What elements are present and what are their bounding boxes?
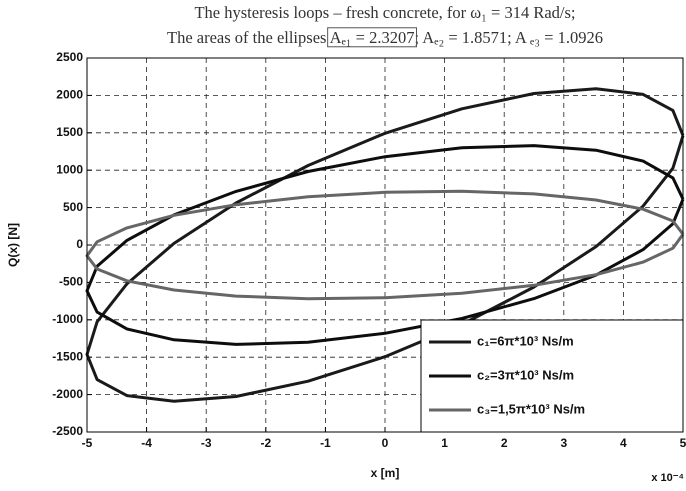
chart-subtitle: The areas of the ellipses Aₑ₁ = 2.3207; …	[167, 28, 603, 47]
legend-label: c₁=6π*10³ Ns/m	[477, 333, 574, 348]
x-tick-label: 3	[560, 436, 567, 450]
x-axis-label: x [m]	[371, 466, 400, 480]
subtitle-part: ; Aₑ₂ = 1.8571; A ₑ₃ = 1.0926	[415, 28, 603, 47]
y-tick-label: 1000	[56, 162, 83, 176]
subtitle-part: Aₑ₁ = 2.3207	[330, 28, 415, 47]
y-tick-label: 2500	[56, 50, 83, 64]
y-tick-label: -1000	[52, 312, 83, 326]
x-tick-label: 1	[441, 436, 448, 450]
subtitle-box	[327, 27, 418, 48]
y-tick-label: -1500	[52, 349, 83, 363]
x-tick-label: -4	[141, 436, 152, 450]
y-tick-label: 500	[63, 200, 83, 214]
subtitle-part: The areas of the ellipses	[167, 28, 330, 47]
y-tick-label: 2000	[56, 88, 83, 102]
y-tick-label: -2000	[52, 387, 83, 401]
x-tick-label: -2	[260, 436, 271, 450]
x-tick-label: 0	[382, 436, 389, 450]
legend-label: c₃=1,5π*10³ Ns/m	[477, 401, 585, 416]
y-tick-label: 1500	[56, 125, 83, 139]
legend: c₁=6π*10³ Ns/m c₂=3π*10³ Ns/m c₃=1,5π*10³ …	[420, 319, 684, 433]
legend-label: c₂=3π*10³ Ns/m	[477, 367, 574, 382]
x-tick-label: -1	[320, 436, 331, 450]
x-tick-label: -3	[201, 436, 212, 450]
y-axis-label: Q(x) [N]	[6, 223, 20, 267]
x-tick-label: 4	[620, 436, 627, 450]
x-multiplier: x 10⁻⁴	[651, 472, 684, 484]
y-tick-label: -2500	[52, 424, 83, 438]
y-tick-label: 0	[76, 237, 83, 251]
x-tick-label: 5	[680, 436, 686, 450]
y-tick-label: -500	[59, 275, 83, 289]
chart-title: The hysteresis loops – fresh concrete, f…	[194, 3, 575, 22]
x-tick-label: 2	[501, 436, 508, 450]
plot-frame	[86, 57, 684, 433]
x-tick-label: -5	[82, 436, 93, 450]
